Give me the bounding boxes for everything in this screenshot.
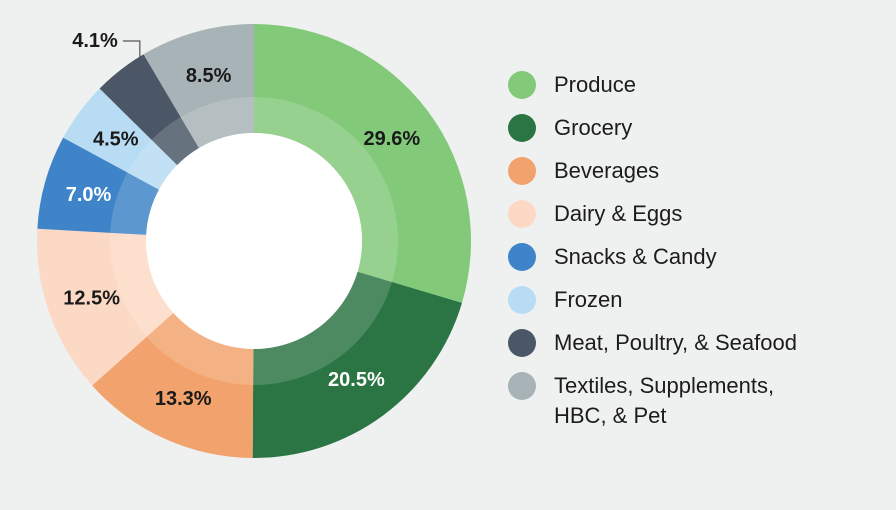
slice-meat-poultry-seafood bbox=[99, 54, 200, 166]
data-label-meat-poultry-seafood: 4.1% bbox=[72, 30, 118, 52]
legend-label: Dairy & Eggs bbox=[554, 201, 683, 226]
legend-swatch bbox=[508, 329, 536, 357]
legend-swatch bbox=[508, 71, 536, 99]
donut-hole bbox=[146, 133, 362, 349]
legend-swatch bbox=[508, 372, 536, 400]
data-label-textiles-supplements: 8.5% bbox=[186, 65, 232, 87]
slice-grocery bbox=[252, 271, 462, 458]
data-label-beverages: 13.3% bbox=[155, 388, 212, 410]
legend-item-dairy-eggs: Dairy & Eggs bbox=[508, 199, 888, 229]
donut-inner-ring bbox=[110, 97, 398, 385]
legend: Produce Grocery Beverages Dairy & Eggs Snack… bbox=[508, 70, 888, 444]
slice-dairy-eggs bbox=[37, 228, 174, 386]
legend-item-beverages: Beverages bbox=[508, 156, 888, 186]
legend-swatch bbox=[508, 114, 536, 142]
legend-item-meat-poultry-seafood: Meat, Poultry, & Seafood bbox=[508, 328, 888, 358]
slice-produce bbox=[254, 24, 472, 303]
legend-label: Produce bbox=[554, 72, 636, 97]
legend-swatch bbox=[508, 157, 536, 185]
leader-line-meat-poultry-seafood bbox=[122, 40, 141, 72]
legend-item-snacks-candy: Snacks & Candy bbox=[508, 242, 888, 272]
data-label-snacks-candy: 7.0% bbox=[66, 184, 112, 206]
data-label-grocery: 20.5% bbox=[328, 369, 385, 391]
legend-swatch bbox=[508, 243, 536, 271]
legend-label: Frozen bbox=[554, 287, 623, 312]
legend-item-frozen: Frozen bbox=[508, 285, 888, 315]
slice-beverages bbox=[92, 312, 254, 458]
legend-label: Beverages bbox=[554, 158, 660, 183]
legend-label: Grocery bbox=[554, 115, 633, 140]
legend-item-textiles-supplements: Textiles, Supplements, HBC, & Pet bbox=[508, 371, 888, 431]
legend-swatch bbox=[508, 200, 536, 228]
data-label-produce: 29.6% bbox=[364, 128, 421, 150]
legend-item-produce: Produce bbox=[508, 70, 888, 100]
slice-frozen bbox=[63, 88, 178, 190]
data-label-dairy-eggs: 12.5% bbox=[63, 288, 120, 310]
data-label-frozen: 4.5% bbox=[93, 129, 139, 151]
legend-swatch bbox=[508, 286, 536, 314]
legend-label: Snacks & Candy bbox=[554, 244, 717, 269]
slice-textiles-supplements bbox=[143, 24, 254, 149]
legend-item-grocery: Grocery bbox=[508, 113, 888, 143]
slice-snacks-candy bbox=[37, 137, 160, 235]
legend-label: Meat, Poultry, & Seafood bbox=[554, 330, 797, 355]
legend-label: Textiles, Supplements, HBC, & Pet bbox=[554, 373, 775, 428]
